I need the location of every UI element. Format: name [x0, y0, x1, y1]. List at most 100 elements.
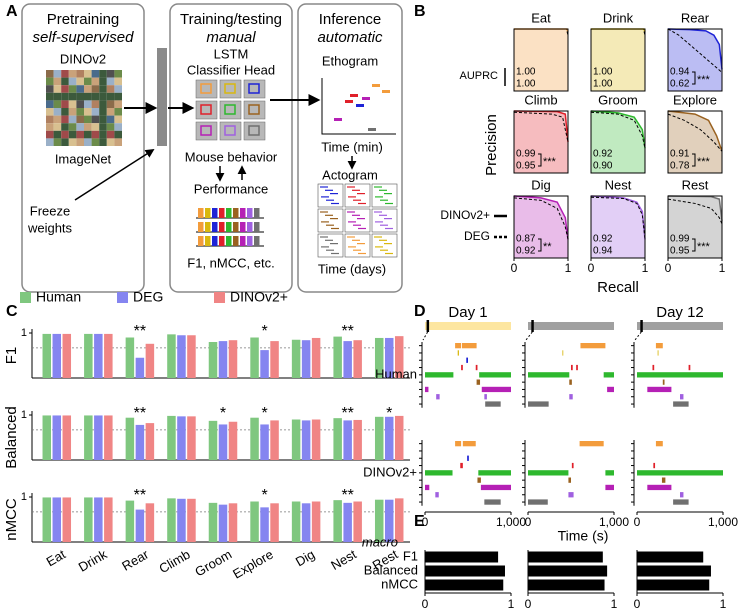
bar: [145, 503, 155, 542]
category-label: Explore: [230, 547, 276, 582]
pr-title: Groom: [598, 92, 638, 107]
thumbnail: [195, 100, 218, 120]
behavior-event: [462, 441, 476, 447]
thumbnail: [219, 121, 242, 141]
mosaic-tile: [46, 130, 54, 139]
mosaic-tile: [61, 70, 69, 78]
mosaic-tile: [53, 123, 62, 131]
behavior-event: [455, 343, 462, 349]
bar: [218, 424, 228, 460]
panel-label: A: [6, 3, 18, 20]
mosaic-tile: [68, 85, 77, 93]
behavior-event: [680, 394, 684, 400]
thumbnail: [195, 79, 218, 99]
x-tick-label: 1: [719, 261, 726, 275]
bar: [353, 340, 362, 378]
bar: [425, 565, 505, 577]
thumbnail: [219, 79, 242, 99]
sig-stars: ***: [697, 74, 711, 86]
bar: [84, 415, 93, 460]
behavior-event: [425, 484, 430, 491]
sig-stars: **: [543, 241, 552, 253]
behavior-event: [481, 386, 511, 393]
pr-area: [591, 29, 645, 91]
pr-curve-deg: [513, 111, 569, 143]
mosaic-tile: [61, 123, 69, 131]
pr-curve-deg: [667, 28, 723, 73]
mosaic-tile: [76, 123, 84, 131]
bar: [52, 497, 62, 542]
mosaic-tile: [46, 115, 54, 124]
sig-bracket: [692, 238, 696, 252]
mosaic-tile: [46, 138, 54, 146]
bar: [384, 416, 394, 460]
behavior-event: [528, 470, 569, 476]
actogram-axis: Time (days): [318, 261, 386, 276]
acto-cell: [344, 183, 371, 208]
thumbnail-box: [248, 83, 260, 94]
mosaic-tile: [99, 77, 107, 86]
x-tick-label: 1,000: [708, 515, 738, 529]
mosaic-tile: [106, 85, 115, 93]
pr-area: [514, 196, 568, 258]
x-tick-label: 1: [642, 261, 649, 275]
bar: [311, 419, 321, 460]
behavior-event: [680, 492, 684, 498]
legend-label: DEG: [464, 229, 490, 243]
zoom-connector: [634, 331, 642, 341]
pr-curve-deg: [667, 113, 723, 152]
perf-bar: [198, 236, 204, 246]
mosaic-tile: [84, 100, 92, 108]
mosaic-tile: [106, 77, 115, 86]
day-timeline: [637, 322, 723, 330]
behavior-event: [647, 484, 672, 491]
bar: [343, 341, 352, 378]
pr-frame: [667, 110, 723, 174]
x-axis-label: Recall: [597, 279, 639, 296]
bar: [374, 499, 384, 542]
pr-curve-dinov2: [513, 195, 569, 240]
behavior-event: [484, 394, 487, 400]
behavior-event: [579, 441, 604, 447]
pr-frame: [667, 195, 723, 259]
thumbnail: [243, 79, 266, 99]
mosaic-tile: [84, 130, 92, 139]
pr-title: Drink: [603, 10, 634, 25]
behavior-event: [568, 492, 574, 498]
bar: [62, 415, 72, 460]
bar: [218, 341, 228, 378]
behavior-event: [476, 379, 481, 385]
perf-bar: [247, 236, 253, 246]
perf-bar: [233, 222, 239, 232]
mosaic-tile: [68, 70, 77, 78]
x-axis-label: Time (s): [558, 528, 609, 544]
behavior-event: [605, 484, 614, 491]
mosaic-tile: [106, 115, 115, 124]
pr-curve-deg: [590, 196, 646, 240]
sig-bracket: [692, 71, 696, 85]
behavior-event: [571, 462, 574, 469]
pr-title: Eat: [531, 10, 551, 25]
behavior-event: [528, 499, 548, 505]
bar: [301, 503, 311, 542]
etho-event: [345, 100, 353, 103]
bar: [333, 336, 342, 378]
bar: [228, 340, 238, 378]
behavior-event: [461, 343, 477, 349]
mosaic-tile: [91, 77, 100, 86]
mosaic-tile: [84, 108, 92, 116]
mosaic-tile: [68, 130, 77, 139]
acto-cell: [317, 233, 344, 258]
pr-area: [591, 111, 645, 173]
timeline-marker: [640, 320, 643, 332]
bar: [125, 337, 135, 378]
bar: [42, 497, 52, 542]
pr-frame: [513, 110, 569, 174]
mosaic-tile: [114, 138, 122, 146]
bar: [208, 420, 218, 460]
mosaic-tile: [84, 138, 92, 146]
mosaic-tile: [46, 85, 54, 93]
perf-bar: [254, 236, 260, 246]
bar: [94, 333, 103, 378]
auprc-label: 0.62: [670, 79, 690, 90]
